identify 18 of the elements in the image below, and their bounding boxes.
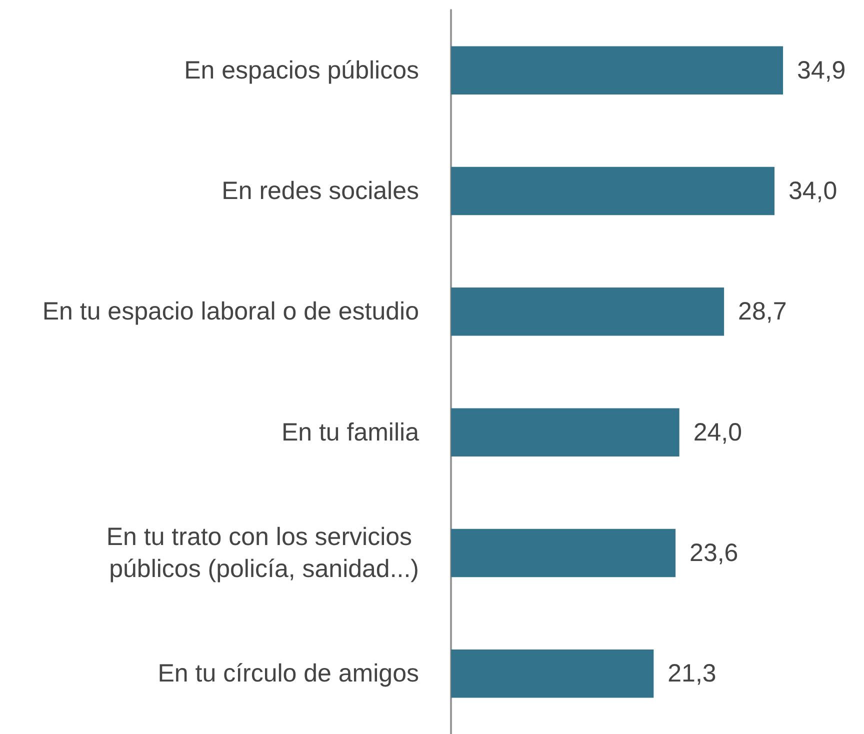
bar [451, 46, 784, 94]
data-label: 28,7 [738, 298, 787, 326]
y-tick-label: En tu familia [281, 418, 420, 446]
y-tick-label: En tu espacio laboral o de estudio [42, 298, 419, 326]
y-tick-label: En espacios públicos [184, 56, 419, 84]
data-label: 34,0 [788, 177, 838, 205]
y-tick-label: En redes sociales [222, 177, 419, 205]
bar [451, 288, 724, 336]
data-label: 24,0 [693, 418, 742, 446]
y-tick-label: En tu trato con los servicios públicos (policía, sanidad...) [106, 523, 419, 583]
bar [451, 650, 654, 698]
data-label: 23,6 [690, 539, 738, 567]
data-label: 34,9 [797, 56, 846, 84]
y-tick-label: En tu círculo de amigos [158, 660, 419, 688]
bar [451, 528, 676, 578]
bar [451, 408, 680, 456]
data-label: 21,3 [668, 660, 716, 688]
bar [451, 166, 774, 216]
